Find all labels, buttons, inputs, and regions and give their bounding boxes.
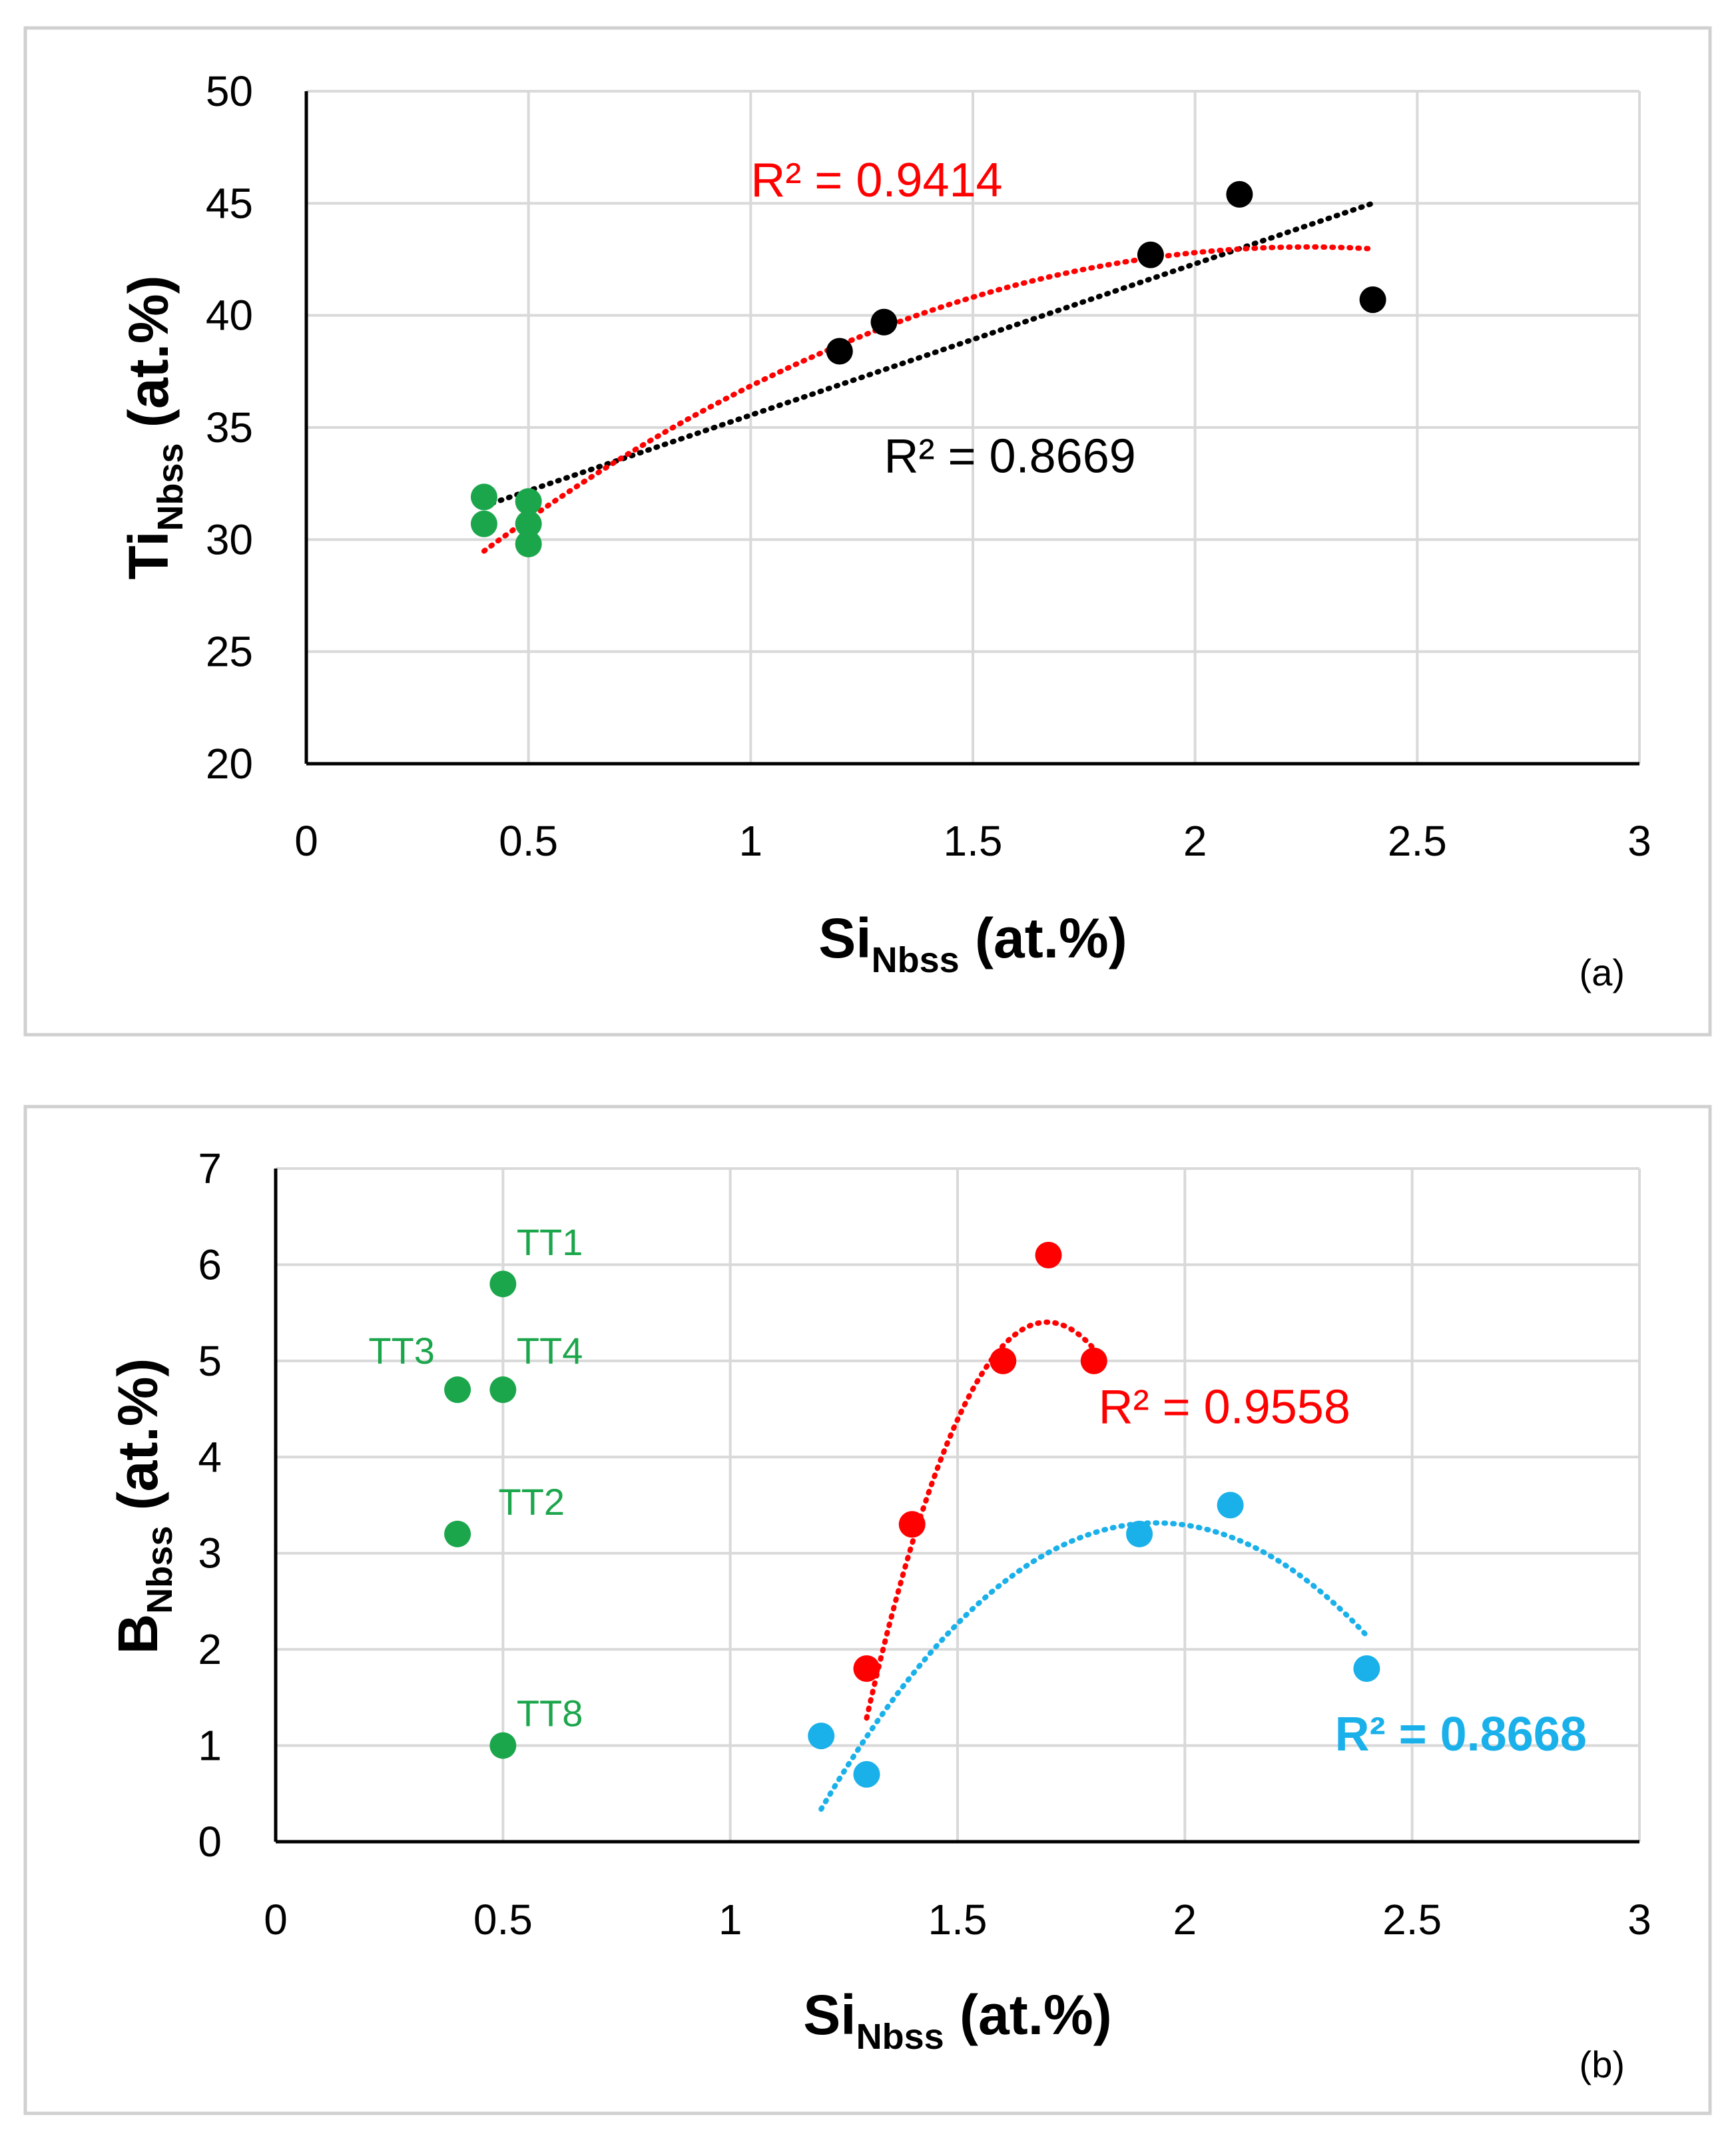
chart-panel-a: 0 0.5 1 1.5 2 2.5 3 20 25 30 35 40 45 50 SiNbss (at.%)… xyxy=(23,26,1712,1037)
data-point xyxy=(515,510,542,537)
y-tick-label: 25 xyxy=(206,628,253,676)
r2-label: R² = 0.9414 xyxy=(750,154,1002,207)
x-tick-label: 0.5 xyxy=(499,817,558,865)
data-point xyxy=(1359,286,1386,314)
data-point xyxy=(1217,1491,1244,1519)
data-point xyxy=(515,488,542,515)
x-tick-label: 2 xyxy=(1173,1896,1197,1944)
y-tick-label: 40 xyxy=(206,292,253,340)
y-tick-label: 35 xyxy=(206,403,253,451)
point-label: TT3 xyxy=(368,1330,435,1372)
y-tick-label: 30 xyxy=(206,515,253,563)
data-point xyxy=(1353,1655,1380,1683)
r2-label: R² = 0.9558 xyxy=(1099,1381,1350,1434)
data-point xyxy=(990,1347,1017,1374)
y-tick-label: 4 xyxy=(198,1433,222,1481)
point-label: TT1 xyxy=(517,1221,583,1263)
data-point xyxy=(444,1376,471,1404)
data-point xyxy=(1226,180,1253,208)
y-tick-label: 50 xyxy=(206,67,253,115)
data-point xyxy=(470,483,497,511)
point-label: TT2 xyxy=(499,1481,565,1523)
x-tick-label: 0 xyxy=(264,1896,288,1944)
data-point xyxy=(808,1723,835,1750)
y-tick-label: 7 xyxy=(198,1145,222,1193)
data-point xyxy=(898,1511,926,1538)
y-tick-label: 3 xyxy=(198,1529,222,1577)
x-tick-label: 1 xyxy=(739,817,763,865)
trendline xyxy=(481,200,1376,509)
trendline xyxy=(864,1319,1097,1721)
y-tick-label: 2 xyxy=(198,1625,222,1673)
y-tick-label: 45 xyxy=(206,179,253,227)
r2-label: R² = 0.8668 xyxy=(1335,1708,1587,1761)
data-point xyxy=(870,308,898,336)
data-point xyxy=(1080,1347,1107,1374)
data-point xyxy=(1126,1520,1153,1547)
x-tick-label: 1.5 xyxy=(944,817,1003,865)
y-tick-label: 1 xyxy=(198,1722,222,1770)
data-point xyxy=(1137,241,1164,268)
data-point xyxy=(489,1732,517,1759)
data-point xyxy=(444,1520,471,1547)
y-axis-title: BNbss (at.%) xyxy=(107,1358,180,1655)
data-point xyxy=(826,338,853,365)
data-point xyxy=(853,1655,880,1683)
chart-panel-b: 0 0.5 1 1.5 2 2.5 3 0 1 2 3 4 5 6 7 SiNbss (at.%) BNbss … xyxy=(23,1105,1712,2115)
x-tick-label: 2.5 xyxy=(1382,1896,1442,1944)
data-point xyxy=(853,1760,880,1788)
panel-label: (b) xyxy=(1580,2043,1625,2085)
x-tick-label: 1 xyxy=(719,1896,742,1944)
y-axis-title: TiNbss (at.%) xyxy=(117,275,190,579)
data-point xyxy=(489,1376,517,1404)
y-tick-label: 0 xyxy=(198,1818,222,1866)
y-tick-label: 20 xyxy=(206,740,253,788)
x-tick-label: 1.5 xyxy=(928,1896,988,1944)
data-point xyxy=(1035,1241,1062,1268)
x-tick-label: 2 xyxy=(1183,817,1207,865)
x-tick-label: 2.5 xyxy=(1388,817,1447,865)
x-tick-label: 3 xyxy=(1627,817,1651,865)
data-point xyxy=(489,1270,517,1298)
y-tick-label: 5 xyxy=(198,1337,222,1385)
x-tick-label: 3 xyxy=(1627,1896,1651,1944)
x-axis-title: SiNbss (at.%) xyxy=(818,907,1127,980)
trendline xyxy=(818,1520,1370,1812)
x-axis-title: SiNbss (at.%) xyxy=(803,1984,1111,2057)
point-label: TT8 xyxy=(517,1693,583,1735)
x-tick-label: 0.5 xyxy=(473,1896,533,1944)
data-point xyxy=(515,531,542,558)
point-label: TT4 xyxy=(517,1330,583,1372)
data-point xyxy=(470,510,497,537)
panel-label: (a) xyxy=(1580,951,1625,993)
r2-label: R² = 0.8669 xyxy=(884,429,1136,483)
x-tick-label: 0 xyxy=(294,817,318,865)
y-tick-label: 6 xyxy=(198,1240,222,1288)
panel-frame xyxy=(23,1105,1712,2115)
